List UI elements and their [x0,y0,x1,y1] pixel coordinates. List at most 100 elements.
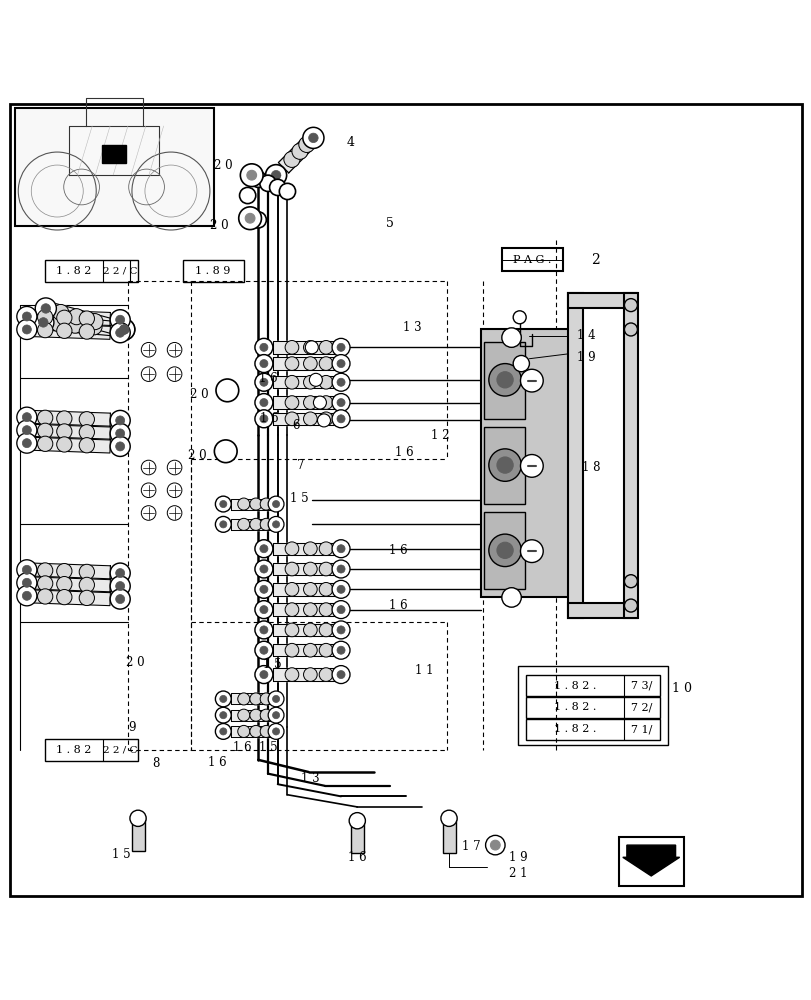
Circle shape [303,412,317,426]
Bar [102,145,126,163]
Circle shape [215,707,231,723]
Text: 7 1/: 7 1/ [630,724,651,734]
Circle shape [37,309,53,325]
Circle shape [17,407,36,427]
Circle shape [319,562,333,576]
Circle shape [57,424,72,439]
Circle shape [272,500,279,508]
Circle shape [490,840,500,850]
Circle shape [37,322,53,338]
Circle shape [488,534,521,567]
Circle shape [332,666,350,684]
Circle shape [260,606,268,614]
Circle shape [255,666,272,684]
Circle shape [303,396,317,409]
Circle shape [285,412,298,426]
Circle shape [520,455,543,477]
Circle shape [624,575,637,588]
Circle shape [337,565,345,573]
Circle shape [319,582,333,596]
Circle shape [220,521,226,528]
Circle shape [272,728,279,735]
Circle shape [167,367,182,381]
Circle shape [303,582,317,596]
Circle shape [303,668,317,681]
Circle shape [265,165,286,186]
Text: 2 0: 2 0 [188,449,206,462]
Circle shape [215,496,231,512]
Circle shape [285,582,298,596]
Text: 1 6: 1 6 [260,412,278,425]
Circle shape [303,603,317,616]
Circle shape [115,582,125,591]
Circle shape [268,496,284,512]
Circle shape [238,709,250,721]
Text: 2 0: 2 0 [214,159,232,172]
Circle shape [496,457,513,473]
Circle shape [305,341,318,354]
Bar [568,293,582,618]
Circle shape [255,580,272,598]
Circle shape [141,506,156,520]
Circle shape [214,440,237,463]
Circle shape [279,183,295,200]
Circle shape [57,589,72,605]
Text: 1 6: 1 6 [388,599,406,612]
Polygon shape [27,310,110,326]
Text: 7 3/: 7 3/ [630,681,651,691]
Circle shape [250,725,262,737]
Text: 9: 9 [128,721,136,734]
Circle shape [285,562,298,576]
Polygon shape [27,323,110,339]
Circle shape [17,420,36,440]
Circle shape [23,325,32,334]
Circle shape [303,375,317,389]
Text: 2 0: 2 0 [190,388,208,401]
Circle shape [141,367,156,381]
Circle shape [303,643,317,657]
Circle shape [23,591,32,600]
Text: 2 2 / C: 2 2 / C [103,267,137,276]
Circle shape [110,576,130,596]
Circle shape [337,606,345,614]
Circle shape [86,319,102,335]
Circle shape [319,643,333,657]
Circle shape [332,394,350,412]
Text: 1 9: 1 9 [508,851,526,864]
Circle shape [17,573,36,593]
Text: 1 3: 1 3 [403,321,421,334]
Circle shape [337,671,345,679]
Text: 1 7: 1 7 [461,840,479,853]
Circle shape [17,433,36,453]
Text: 1 . 8 2 .: 1 . 8 2 . [553,702,595,712]
Circle shape [255,621,272,639]
Circle shape [79,590,94,606]
Circle shape [23,578,32,587]
Circle shape [284,151,299,167]
Text: 1 9: 1 9 [577,351,594,364]
Circle shape [115,416,125,425]
Circle shape [79,311,94,326]
Circle shape [220,712,226,719]
Polygon shape [231,710,276,721]
Bar [480,329,573,597]
Circle shape [285,603,298,616]
Polygon shape [27,589,110,606]
Text: 1 2: 1 2 [431,429,448,442]
Circle shape [485,835,504,855]
Circle shape [260,498,272,510]
Circle shape [260,646,268,654]
Text: 1 8: 1 8 [581,461,599,474]
Polygon shape [27,410,110,427]
Circle shape [115,569,125,578]
Bar [526,675,659,696]
Polygon shape [27,423,110,440]
Circle shape [37,423,53,438]
Circle shape [87,314,103,330]
Text: 2 2 / C: 2 2 / C [103,746,137,755]
Circle shape [332,338,350,356]
Circle shape [337,360,345,368]
Bar [526,697,659,718]
Circle shape [272,521,279,528]
Circle shape [115,442,125,451]
